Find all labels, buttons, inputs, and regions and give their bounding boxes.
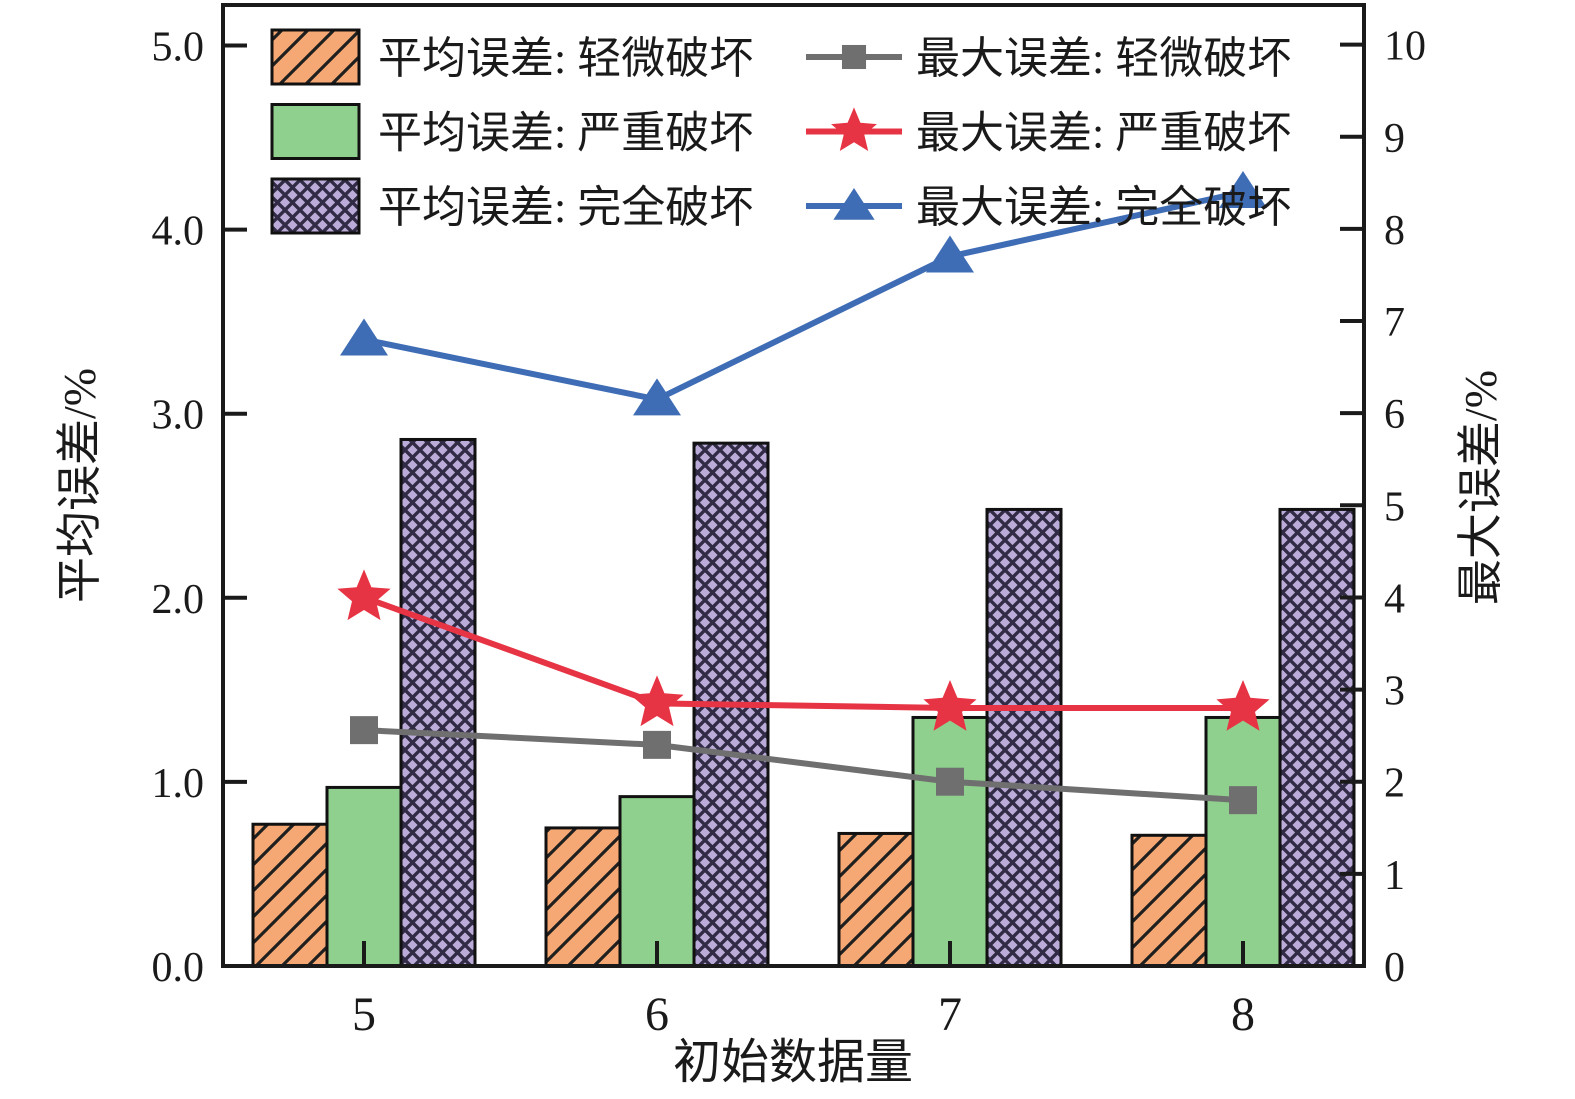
right-axis-ticklabel-10: 10 <box>1384 24 1426 70</box>
marker-max-severe-damage-x8 <box>1216 680 1270 731</box>
right-axis-ticklabel-9: 9 <box>1384 116 1405 162</box>
marker-max-complete-damage-x7 <box>926 235 974 273</box>
bar-avg-severe-damage-x6 <box>618 795 696 968</box>
bar-avg-complete-damage-x7 <box>985 507 1063 968</box>
plot-frame <box>221 3 1366 968</box>
marker-max-severe-damage-x7 <box>923 680 977 731</box>
marker-max-complete-damage-x6 <box>633 378 681 416</box>
right-axis-ticklabel-0: 0 <box>1384 945 1405 991</box>
bar-avg-complete-damage-x5 <box>399 437 477 968</box>
legend-marker-max-severe-damage <box>831 107 877 151</box>
left-axis-ticklabel-0.0: 0.0 <box>152 945 205 991</box>
line-max-complete-damage <box>363 189 1244 403</box>
bar-avg-complete-damage-x8 <box>1278 507 1356 968</box>
legend-label-max-slight-damage: 最大误差: 轻微破坏 <box>916 34 1291 83</box>
bar-avg-slight-damage-x8 <box>1130 833 1208 968</box>
marker-max-severe-damage-x5 <box>337 569 391 621</box>
right-axis-title: 最大误差/% <box>1455 370 1506 605</box>
legend-swatch-avg-severe-damage <box>270 103 361 160</box>
marker-max-slight-damage-x7 <box>936 767 964 796</box>
x-axis-title: 初始数据量 <box>673 1036 913 1089</box>
bar-avg-slight-damage-x5 <box>251 822 329 968</box>
marker-max-complete-damage-x8 <box>1219 171 1267 209</box>
left-axis-ticklabel-1.0: 1.0 <box>152 761 205 807</box>
x-axis-ticklabel-6: 6 <box>645 988 669 1041</box>
line-max-slight-damage <box>363 727 1244 804</box>
right-axis-ticklabel-5: 5 <box>1384 484 1405 530</box>
right-axis-ticklabel-4: 4 <box>1384 576 1405 622</box>
left-axis-title: 平均误差/% <box>54 368 105 603</box>
legend-label-avg-severe-damage: 平均误差: 严重破坏 <box>378 109 753 158</box>
bar-avg-slight-damage-x6 <box>544 826 622 968</box>
legend-swatch-avg-slight-damage <box>270 28 361 86</box>
legend-label-avg-slight-damage: 平均误差: 轻微破坏 <box>378 34 753 83</box>
bar-avg-slight-damage-x7 <box>837 831 915 968</box>
legend-swatch-avg-complete-damage <box>270 177 361 235</box>
marker-max-severe-damage-x6 <box>630 675 684 727</box>
legend-label-avg-complete-damage: 平均误差: 完全破坏 <box>378 183 753 232</box>
legend-marker-max-complete-damage <box>833 187 875 220</box>
line-max-severe-damage <box>362 594 1243 711</box>
left-axis-ticklabel-2.0: 2.0 <box>152 577 205 623</box>
legend-label-max-complete-damage: 最大误差: 完全破坏 <box>916 183 1291 232</box>
left-axis-ticklabel-5.0: 5.0 <box>152 25 205 71</box>
x-axis-ticklabel-7: 7 <box>938 988 962 1041</box>
right-axis-ticklabel-2: 2 <box>1384 761 1405 807</box>
right-axis-ticklabel-1: 1 <box>1384 853 1405 899</box>
marker-max-slight-damage-x6 <box>643 730 671 759</box>
marker-max-slight-damage-x8 <box>1229 786 1257 815</box>
legend-marker-max-slight-damage <box>841 44 867 70</box>
bar-avg-severe-damage-x7 <box>911 715 989 968</box>
right-axis-ticklabel-8: 8 <box>1384 208 1405 254</box>
right-axis-ticklabel-6: 6 <box>1384 392 1405 438</box>
marker-max-slight-damage-x5 <box>350 716 378 745</box>
x-axis-ticklabel-8: 8 <box>1231 988 1255 1041</box>
right-axis-ticklabel-7: 7 <box>1384 300 1405 346</box>
right-axis-ticklabel-3: 3 <box>1384 669 1405 715</box>
bar-avg-severe-damage-x5 <box>325 785 403 968</box>
left-axis-ticklabel-4.0: 4.0 <box>152 209 205 255</box>
left-axis-ticklabel-3.0: 3.0 <box>152 393 205 439</box>
marker-max-complete-damage-x5 <box>340 318 388 356</box>
legend-label-max-severe-damage: 最大误差: 严重破坏 <box>916 109 1291 158</box>
bar-avg-severe-damage-x8 <box>1204 715 1282 968</box>
x-axis-ticklabel-5: 5 <box>352 988 376 1041</box>
